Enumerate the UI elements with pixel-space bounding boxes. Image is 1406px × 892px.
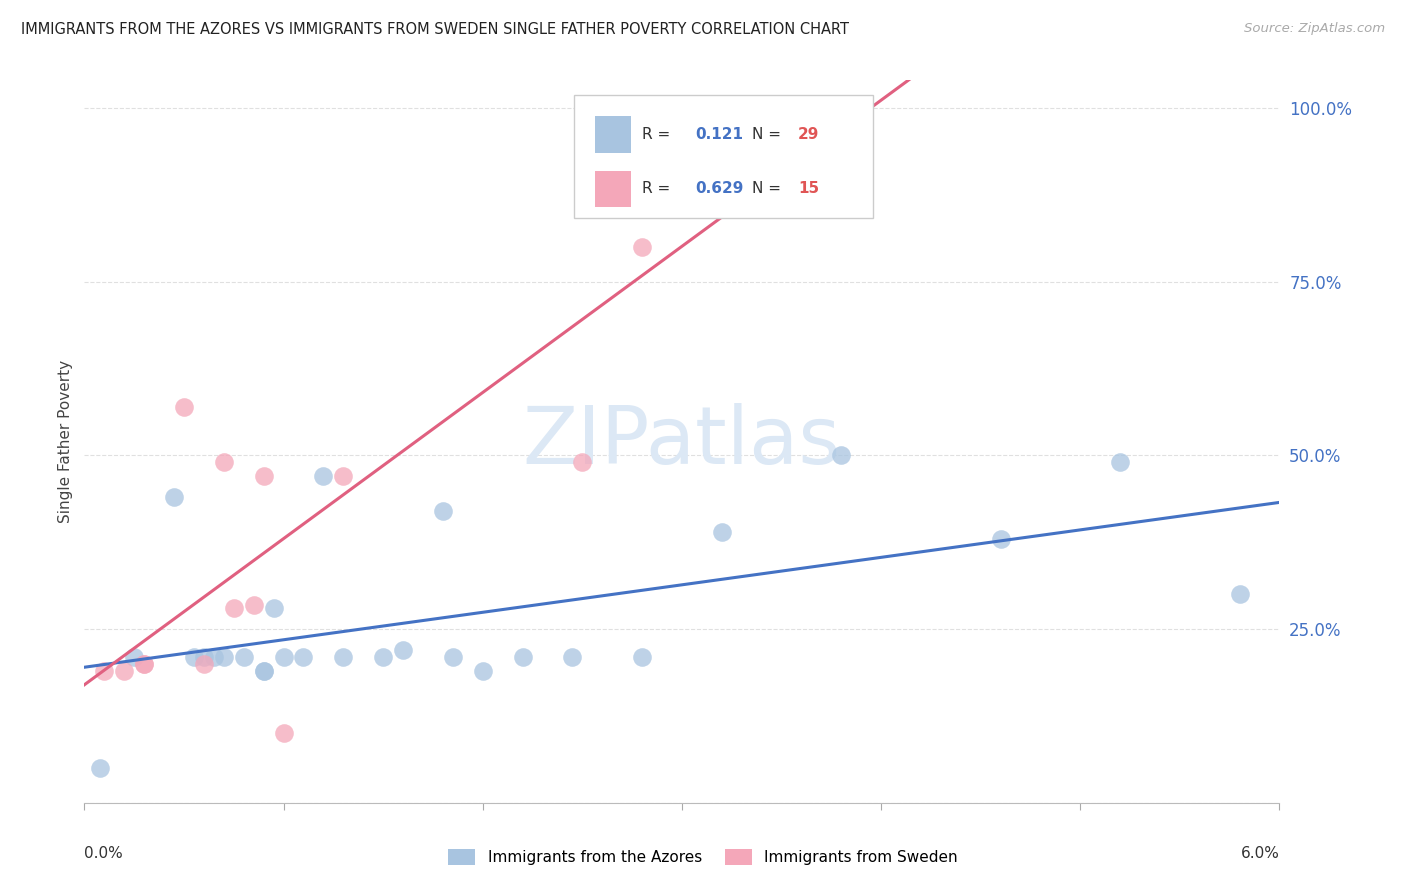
Point [471,664,494,678]
Point [173,400,195,414]
Point [212,455,235,469]
Point [830,449,852,463]
Point [253,469,276,483]
Y-axis label: Single Father Poverty: Single Father Poverty [58,360,73,523]
Text: R =: R = [643,127,676,142]
Point [253,664,276,678]
Point [202,649,225,664]
Point [112,664,135,678]
Point [332,469,354,483]
Point [392,643,415,657]
Text: Source: ZipAtlas.com: Source: ZipAtlas.com [1244,22,1385,36]
Legend: Immigrants from the Azores, Immigrants from Sweden: Immigrants from the Azores, Immigrants f… [441,843,965,871]
FancyBboxPatch shape [595,117,630,153]
FancyBboxPatch shape [595,170,630,207]
Text: IMMIGRANTS FROM THE AZORES VS IMMIGRANTS FROM SWEDEN SINGLE FATHER POVERTY CORRE: IMMIGRANTS FROM THE AZORES VS IMMIGRANTS… [21,22,849,37]
Text: N =: N = [752,127,786,142]
Point [292,649,315,664]
Text: 29: 29 [797,127,820,142]
Point [731,101,754,115]
Text: ZIPatlas: ZIPatlas [523,402,841,481]
Point [242,598,264,612]
Text: 0.121: 0.121 [695,127,742,142]
Point [631,649,654,664]
Point [312,469,335,483]
Point [990,532,1012,546]
Point [93,664,115,678]
Point [432,504,454,518]
Point [193,657,215,671]
Point [561,649,583,664]
Text: 0.0%: 0.0% [84,847,124,861]
Point [183,649,205,664]
Point [212,649,235,664]
Point [193,649,215,664]
Point [710,524,733,539]
Point [132,657,156,671]
Text: 0.629: 0.629 [695,181,744,196]
Point [441,649,464,664]
Point [1109,455,1132,469]
Text: R =: R = [643,181,676,196]
Point [273,726,295,740]
Point [163,490,186,504]
Text: N =: N = [752,181,786,196]
Point [1229,587,1251,601]
Point [631,240,654,254]
Text: 15: 15 [797,181,818,196]
Point [263,601,285,615]
Point [89,761,111,775]
Point [571,455,593,469]
Point [512,649,534,664]
Point [373,649,395,664]
Point [132,657,156,671]
FancyBboxPatch shape [575,95,873,218]
Point [222,601,245,615]
Point [253,664,276,678]
Text: 6.0%: 6.0% [1240,847,1279,861]
Point [232,649,254,664]
Point [273,649,295,664]
Point [122,649,145,664]
Point [332,649,354,664]
